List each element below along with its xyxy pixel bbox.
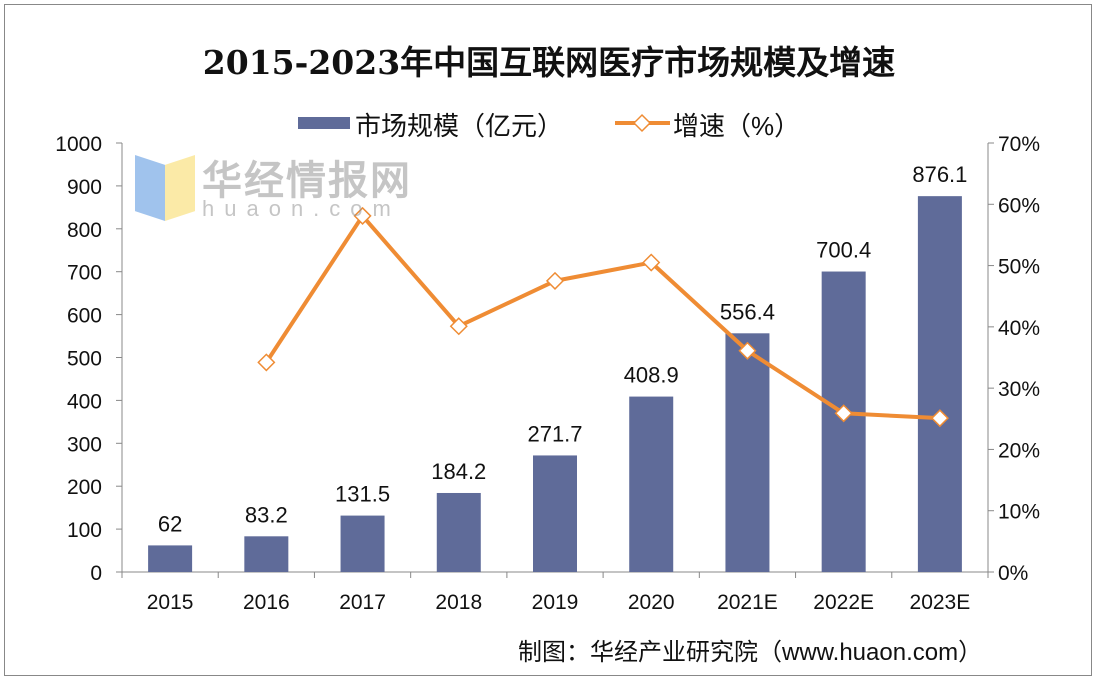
- legend-line-marker: [632, 113, 652, 133]
- bar-data-label: 184.2: [431, 459, 486, 484]
- y-left-tick-label: 200: [67, 476, 102, 499]
- growth-point: [834, 404, 853, 423]
- growth-point: [449, 317, 468, 336]
- bar: [533, 455, 577, 572]
- bar: [917, 196, 962, 572]
- y-right-tick-label: 30%: [998, 378, 1040, 401]
- x-tick-label: 2021E: [717, 591, 778, 614]
- growth-line: [264, 213, 940, 421]
- watermark-text: 华经情报网: [202, 159, 412, 203]
- bar-data-label: 700.4: [816, 238, 871, 263]
- y-right-tick-label: 10%: [998, 501, 1040, 524]
- x-tick-label: 2015: [147, 591, 194, 614]
- y-left-tick-label: 800: [67, 219, 102, 242]
- y-left-tick-label: 900: [67, 176, 102, 199]
- y-right-tick-label: 50%: [998, 256, 1040, 279]
- y-left-tick-label: 600: [67, 305, 102, 328]
- bar-data-label: 876.1: [912, 162, 967, 187]
- bar: [148, 545, 193, 572]
- y-right-tick-label: 60%: [998, 194, 1040, 217]
- x-tick-label: 2017: [339, 591, 386, 614]
- chart-title: 2015-2023年中国互联网医疗市场规模及增速: [202, 43, 896, 82]
- bar-data-label: 83.2: [245, 502, 288, 527]
- x-tick-label: 2022E: [813, 591, 874, 614]
- bar: [340, 515, 385, 572]
- growth-point: [353, 206, 372, 225]
- y-left-tick-label: 400: [67, 390, 102, 413]
- growth-point: [257, 353, 276, 372]
- y-left-tick-label: 300: [67, 433, 102, 456]
- bar-data-label: 131.5: [335, 482, 390, 507]
- x-tick-label: 2020: [628, 591, 675, 614]
- y-right-tick-label: 20%: [998, 439, 1040, 462]
- bar: [244, 536, 289, 572]
- legend-bar-swatch: [298, 117, 350, 129]
- y-right-tick-label: 40%: [998, 317, 1040, 340]
- x-tick-label: 2018: [435, 591, 482, 614]
- y-left-tick-label: 500: [67, 348, 102, 371]
- watermark-sub: huaon.com: [202, 196, 401, 221]
- legend-bar-label: 市场规模（亿元）: [355, 111, 563, 141]
- growth-point: [930, 409, 949, 428]
- legend-line-label: 增速（%）: [673, 111, 800, 141]
- source-note: 制图：华经产业研究院（www.huaon.com）: [518, 639, 983, 666]
- growth-point: [738, 341, 757, 360]
- x-tick-label: 2016: [243, 591, 290, 614]
- bar-data-label: 62: [158, 511, 182, 536]
- bar-data-label: 556.4: [720, 299, 775, 324]
- y-right-tick-label: 70%: [998, 133, 1040, 156]
- x-tick-label: 2023E: [910, 591, 971, 614]
- y-left-tick-label: 100: [67, 519, 102, 542]
- growth-point: [545, 271, 565, 290]
- growth-point: [642, 253, 661, 272]
- chart-frame: [4, 4, 1092, 676]
- y-left-tick-label: 0: [90, 562, 102, 585]
- bar: [629, 396, 674, 572]
- bar: [436, 492, 481, 572]
- bar-data-label: 271.7: [527, 421, 582, 446]
- y-right-tick-label: 0%: [998, 562, 1028, 585]
- y-left-tick-label: 1000: [55, 133, 102, 156]
- x-tick-label: 2019: [532, 591, 579, 614]
- bar: [725, 333, 770, 572]
- y-left-tick-label: 700: [67, 262, 102, 285]
- bar-data-label: 408.9: [624, 363, 679, 388]
